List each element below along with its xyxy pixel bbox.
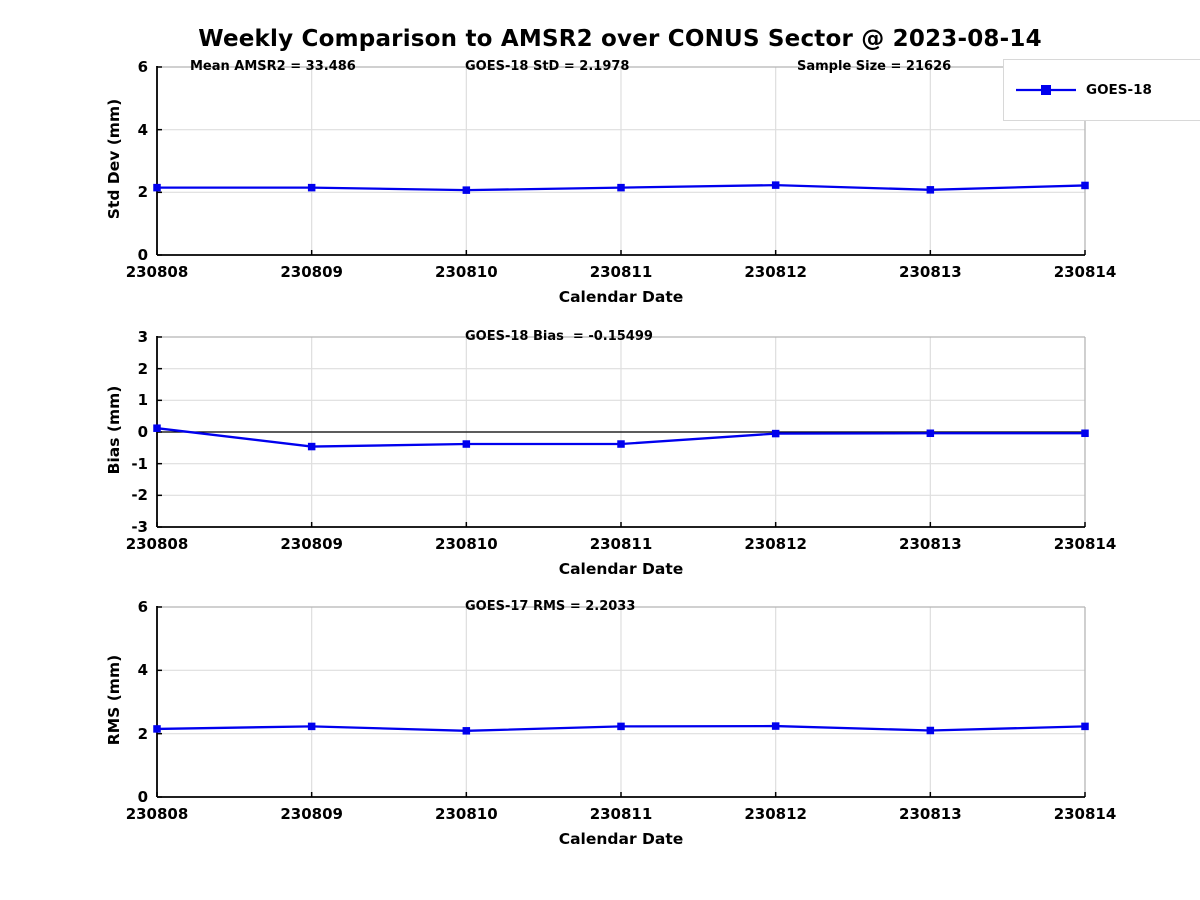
x-tick-label: 230810 bbox=[435, 263, 498, 281]
x-tick-label: 230813 bbox=[899, 805, 962, 823]
y-tick-label: 0 bbox=[137, 423, 148, 441]
y-tick-label: -2 bbox=[131, 486, 148, 505]
y-tick-label: 4 bbox=[137, 120, 148, 139]
x-tick-label: 230809 bbox=[280, 535, 343, 553]
y-tick-label: 2 bbox=[137, 724, 148, 743]
annotation: GOES-18 StD = 2.1978 bbox=[465, 59, 630, 74]
annotation: Mean AMSR2 = 33.486 bbox=[190, 59, 356, 74]
data-point-marker bbox=[462, 186, 471, 194]
figure-title: Weekly Comparison to AMSR2 over CONUS Se… bbox=[198, 26, 1042, 52]
data-point-marker bbox=[926, 429, 935, 438]
x-tick-label: 230809 bbox=[280, 263, 343, 281]
annotation: GOES-17 RMS = 2.2033 bbox=[465, 599, 636, 614]
y-tick-label: 3 bbox=[137, 328, 148, 346]
x-tick-label: 230812 bbox=[744, 805, 807, 823]
x-tick-label: 230810 bbox=[435, 535, 498, 553]
x-axis-title: Calendar Date bbox=[558, 560, 684, 578]
data-point-marker bbox=[153, 183, 161, 192]
data-point-marker bbox=[1081, 181, 1089, 190]
data-point-marker bbox=[771, 181, 780, 189]
x-tick-label: 230814 bbox=[1053, 535, 1117, 553]
y-tick-label: 1 bbox=[137, 391, 148, 410]
data-point-marker bbox=[771, 722, 780, 730]
x-tick-label: 230810 bbox=[435, 805, 498, 823]
annotation: Sample Size = 21626 bbox=[797, 59, 952, 74]
x-tick-label: 230813 bbox=[899, 263, 962, 281]
y-tick-label: 2 bbox=[137, 359, 148, 378]
x-tick-label: 230808 bbox=[125, 263, 189, 281]
x-tick-label: 230808 bbox=[125, 805, 189, 823]
x-tick-label: 230808 bbox=[125, 535, 189, 553]
x-tick-label: 230809 bbox=[280, 805, 343, 823]
data-point-marker bbox=[926, 726, 935, 735]
data-point-marker bbox=[1081, 429, 1089, 438]
data-point-marker bbox=[771, 429, 780, 438]
data-point-marker bbox=[307, 183, 316, 192]
legend-marker bbox=[1041, 85, 1051, 95]
x-axis-title: Calendar Date bbox=[558, 288, 684, 306]
x-tick-label: 230811 bbox=[589, 535, 653, 553]
y-tick-label: 4 bbox=[137, 661, 148, 680]
y-tick-label: -3 bbox=[131, 518, 148, 536]
data-point-marker bbox=[1081, 722, 1089, 731]
y-tick-label: 6 bbox=[137, 598, 148, 616]
x-tick-label: 230814 bbox=[1053, 805, 1117, 823]
x-axis-title: Calendar Date bbox=[558, 830, 684, 848]
data-point-marker bbox=[462, 440, 471, 448]
y-axis-title: Std Dev (mm) bbox=[105, 98, 123, 220]
x-tick-label: 230812 bbox=[744, 535, 807, 553]
data-point-marker bbox=[462, 727, 471, 735]
y-tick-label: 0 bbox=[137, 788, 148, 806]
y-tick-label: -1 bbox=[131, 454, 148, 473]
y-tick-label: 0 bbox=[137, 246, 148, 264]
y-axis-title: Bias (mm) bbox=[105, 385, 123, 475]
data-point-marker bbox=[153, 725, 161, 733]
x-tick-label: 230811 bbox=[589, 263, 653, 281]
y-tick-label: 6 bbox=[137, 58, 148, 76]
x-tick-label: 230811 bbox=[589, 805, 653, 823]
legend-line-swatch bbox=[1016, 85, 1076, 95]
data-point-marker bbox=[307, 722, 316, 731]
legend-label: GOES-18 bbox=[1086, 82, 1152, 98]
x-tick-label: 230812 bbox=[744, 263, 807, 281]
annotation: GOES-18 Bias = -0.15499 bbox=[465, 329, 653, 344]
data-point-marker bbox=[617, 440, 625, 448]
legend: GOES-18 bbox=[1003, 59, 1200, 121]
y-axis-title: RMS (mm) bbox=[105, 654, 123, 746]
data-point-marker bbox=[617, 722, 625, 731]
data-point-marker bbox=[153, 424, 161, 432]
data-point-marker bbox=[307, 442, 316, 451]
y-tick-label: 2 bbox=[137, 183, 148, 202]
data-point-marker bbox=[926, 186, 935, 194]
data-point-marker bbox=[617, 183, 625, 192]
x-tick-label: 230813 bbox=[899, 535, 962, 553]
x-tick-label: 230814 bbox=[1053, 263, 1117, 281]
